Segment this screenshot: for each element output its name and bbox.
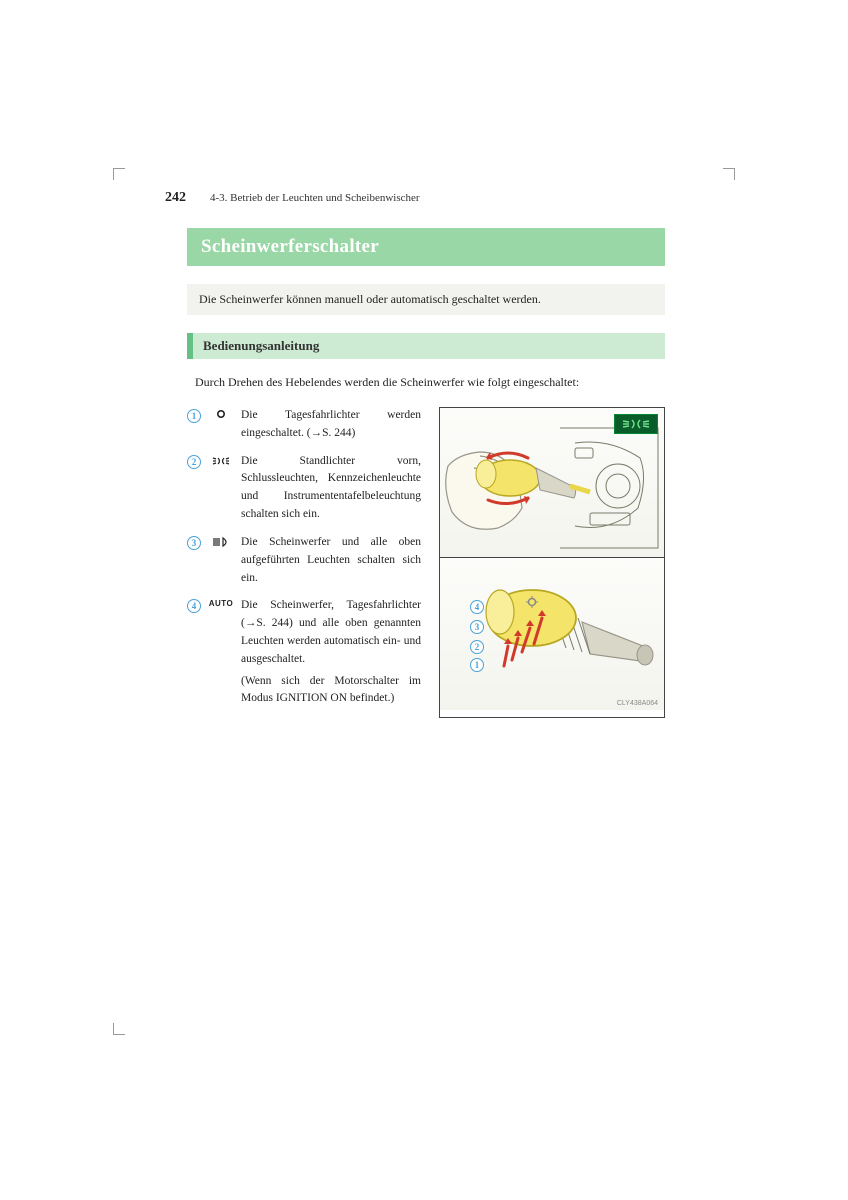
headlight-indicator-icon — [614, 414, 658, 434]
intro-text: Durch Drehen des Hebelendes werden die S… — [195, 373, 665, 391]
diagram-bottom-panel: 1 2 3 4 CLY438A064 — [440, 558, 664, 710]
item-text: Die Tagesfahrlichter werden eingeschalte… — [241, 407, 421, 443]
item-main-text: Die Scheinwerfer, Tagesfahrlichter (→S. … — [241, 599, 421, 664]
list-item: 1 Die Tagesfahrlichter werden eingeschal… — [187, 407, 421, 443]
item-number-2: 2 — [187, 455, 201, 469]
callout-4: 4 — [470, 600, 484, 614]
chapter-label: 4-3. Betrieb der Leuchten und Scheibenwi… — [210, 192, 420, 204]
item-note: (Wenn sich der Motorschalter im Modus IG… — [241, 673, 421, 709]
off-icon — [209, 409, 233, 443]
headlight-icon — [209, 536, 233, 587]
crop-mark — [723, 168, 735, 180]
manual-page: 242 4-3. Betrieb der Leuchten und Scheib… — [165, 190, 665, 718]
page-header: 242 4-3. Betrieb der Leuchten und Scheib… — [165, 190, 665, 206]
callout-3: 3 — [470, 620, 484, 634]
item-number-4: 4 — [187, 599, 201, 613]
item-text: Die Scheinwerfer, Tagesfahrlichter (→S. … — [241, 597, 421, 708]
item-text: Die Standlichter vorn, Schlussleuchten, … — [241, 453, 421, 524]
page-number: 242 — [165, 190, 186, 206]
diagram-top-panel — [440, 408, 664, 558]
image-code: CLY438A064 — [617, 700, 658, 707]
stalk-positions-illustration — [440, 558, 664, 710]
callout-1: 1 — [470, 658, 484, 672]
list-item: 3 Die Scheinwerfer und alle oben aufgefü… — [187, 534, 421, 587]
item-text: Die Scheinwerfer und alle oben aufgeführ… — [241, 534, 421, 587]
content-row: 1 Die Tagesfahrlichter werden eingeschal… — [187, 407, 665, 718]
item-number-3: 3 — [187, 536, 201, 550]
callout-2: 2 — [470, 640, 484, 654]
lead-text: Die Scheinwerfer können manuell oder aut… — [187, 284, 665, 315]
subsection-bar: Bedienungsanleitung — [187, 333, 665, 359]
auto-icon: AUTO — [209, 599, 233, 708]
instruction-list: 1 Die Tagesfahrlichter werden eingeschal… — [187, 407, 421, 718]
headlight-diagram: 1 2 3 4 CLY438A064 — [439, 407, 665, 718]
list-item: 2 Die Standlichter vorn, Schlussleuchten… — [187, 453, 421, 524]
list-item: 4 AUTO Die Scheinwerfer, Tagesfahrlichte… — [187, 597, 421, 708]
subsection-title: Bedienungsanleitung — [193, 333, 665, 359]
section-title-bar: Scheinwerferschalter — [187, 228, 665, 266]
crop-mark — [113, 168, 125, 180]
crop-mark — [113, 1023, 125, 1035]
section-title: Scheinwerferschalter — [201, 236, 651, 258]
sidelight-icon — [209, 455, 233, 524]
item-number-1: 1 — [187, 409, 201, 423]
